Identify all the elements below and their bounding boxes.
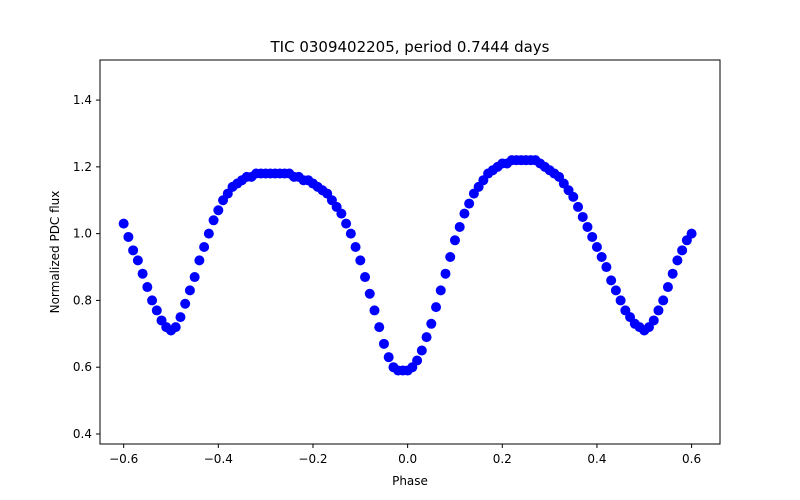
data-point xyxy=(431,302,442,313)
y-axis-label: Normalized PDC flux xyxy=(48,191,62,314)
y-axis: 0.4 0.6 0.8 1.0 1.2 1.4 xyxy=(73,93,100,441)
scatter-points xyxy=(118,155,697,376)
data-point xyxy=(435,285,446,296)
data-point xyxy=(189,272,200,283)
y-tick-label: 1.0 xyxy=(73,227,92,241)
data-point xyxy=(672,255,683,266)
x-tick-label: 0.0 xyxy=(398,452,417,466)
data-point xyxy=(118,218,129,229)
data-point xyxy=(421,332,432,343)
data-point xyxy=(378,338,389,349)
data-point xyxy=(464,198,475,209)
data-point xyxy=(383,352,394,363)
data-point xyxy=(459,208,470,219)
data-point xyxy=(364,288,375,299)
data-point xyxy=(151,305,162,316)
data-point xyxy=(601,262,612,273)
x-tick-label: −0.4 xyxy=(204,452,233,466)
data-point xyxy=(677,245,688,256)
data-point xyxy=(336,208,347,219)
data-point xyxy=(341,218,352,229)
data-point xyxy=(369,305,380,316)
data-point xyxy=(440,268,451,279)
data-point xyxy=(208,215,219,226)
y-tick-label: 1.4 xyxy=(73,93,92,107)
data-point xyxy=(648,315,659,326)
data-point xyxy=(360,272,371,283)
y-tick-label: 0.6 xyxy=(73,360,92,374)
data-point xyxy=(568,191,579,202)
data-point xyxy=(184,285,195,296)
x-tick-label: 0.6 xyxy=(682,452,701,466)
x-axis-label: Phase xyxy=(392,474,428,488)
x-tick-label: 0.4 xyxy=(587,452,606,466)
data-point xyxy=(686,228,697,239)
data-point xyxy=(345,228,356,239)
data-point xyxy=(573,201,584,212)
data-point xyxy=(591,241,602,252)
data-point xyxy=(147,295,158,306)
plot-area-frame xyxy=(99,59,721,445)
data-point xyxy=(615,295,626,306)
x-tick-label: −0.6 xyxy=(109,452,138,466)
chart-title: TIC 0309402205, period 0.7444 days xyxy=(269,38,549,56)
data-point xyxy=(577,211,588,222)
data-point xyxy=(416,345,427,356)
data-point xyxy=(445,252,456,263)
data-point xyxy=(213,205,224,216)
data-point xyxy=(203,228,214,239)
data-point xyxy=(374,322,385,333)
data-point xyxy=(170,322,181,333)
data-point xyxy=(142,282,153,293)
data-point xyxy=(658,295,669,306)
data-point xyxy=(132,255,143,266)
data-point xyxy=(454,221,465,232)
y-tick-label: 0.8 xyxy=(73,293,92,307)
data-point xyxy=(350,241,361,252)
data-point xyxy=(606,275,617,286)
data-point xyxy=(194,255,205,266)
data-point xyxy=(137,268,148,279)
data-point xyxy=(180,298,191,309)
data-point xyxy=(175,312,186,323)
data-point xyxy=(582,221,593,232)
data-point xyxy=(610,285,621,296)
y-tick-label: 0.4 xyxy=(73,427,92,441)
data-point xyxy=(123,231,134,242)
data-point xyxy=(426,318,437,329)
data-point xyxy=(412,355,423,366)
data-point xyxy=(587,231,598,242)
data-point xyxy=(355,255,366,266)
data-point xyxy=(199,241,210,252)
x-tick-label: −0.2 xyxy=(298,452,327,466)
data-point xyxy=(128,245,139,256)
y-tick-label: 1.2 xyxy=(73,160,92,174)
x-tick-label: 0.2 xyxy=(493,452,512,466)
data-point xyxy=(596,252,607,263)
data-point xyxy=(667,268,678,279)
data-point xyxy=(449,235,460,246)
data-point xyxy=(653,305,664,316)
data-point xyxy=(662,282,673,293)
x-axis: −0.6 −0.4 −0.2 0.0 0.2 0.4 0.6 xyxy=(109,444,701,466)
